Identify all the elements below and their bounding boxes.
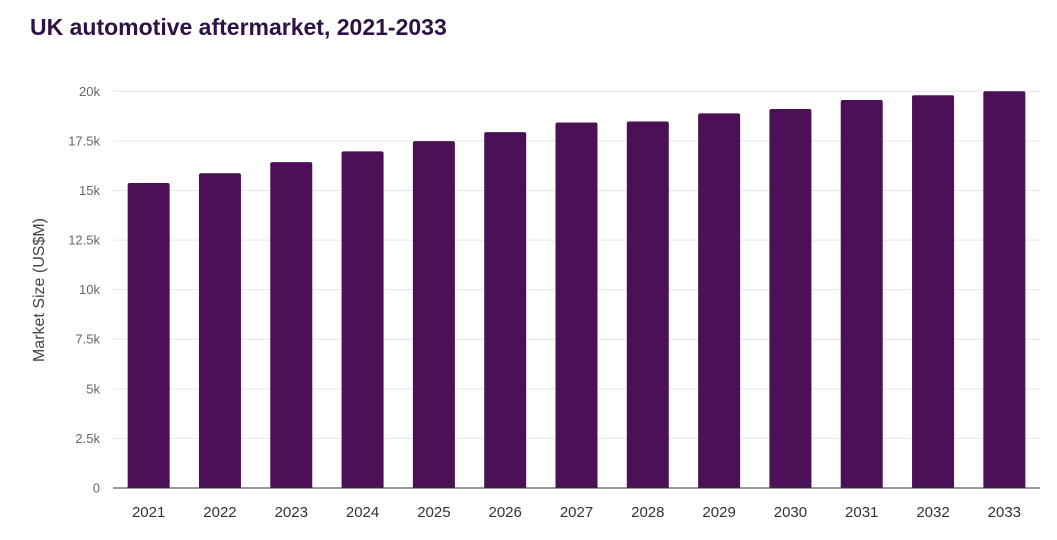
bar-2025 [412, 141, 455, 488]
x-tick-label: 2029 [702, 504, 735, 521]
bar-2032 [912, 95, 955, 488]
x-tick-label: 2031 [845, 504, 878, 521]
bar-2027 [555, 122, 598, 488]
chart-title: UK automotive aftermarket, 2021-2033 [30, 14, 447, 40]
y-tick-label: 5k [86, 381, 100, 396]
x-tick-label: 2030 [774, 504, 807, 521]
y-tick-label: 17.5k [68, 133, 100, 148]
x-tick-label: 2026 [489, 504, 522, 521]
bar-2029 [698, 113, 741, 489]
bar-2022 [198, 173, 241, 488]
bar-2026 [484, 132, 527, 488]
y-tick-label: 7.5k [75, 332, 100, 347]
bar-2031 [840, 100, 883, 488]
y-tick-label: 15k [79, 183, 100, 198]
bar-2023 [270, 162, 313, 488]
y-tick-label: 2.5k [75, 431, 100, 446]
x-tick-label: 2024 [346, 504, 379, 521]
y-tick-label: 20k [79, 84, 100, 99]
y-tick-label: 12.5k [68, 233, 100, 248]
y-tick-label: 10k [79, 282, 100, 297]
x-tick-label: 2028 [631, 504, 664, 521]
y-axis-label: Market Size (US$M) [31, 218, 48, 362]
x-tick-label: 2023 [275, 504, 308, 521]
bar-2024 [341, 151, 384, 488]
x-tick-label: 2032 [916, 504, 949, 521]
bar-2033 [983, 91, 1026, 489]
y-tick-label: 0 [93, 481, 100, 496]
x-tick-label: 2027 [560, 504, 593, 521]
x-tick-label: 2033 [988, 504, 1021, 521]
bar-2028 [626, 121, 669, 488]
x-tick-label: 2021 [132, 504, 165, 521]
bar-2030 [769, 108, 812, 488]
bar-2021 [127, 182, 170, 489]
x-tick-label: 2022 [203, 504, 236, 521]
x-tick-label: 2025 [417, 504, 450, 521]
